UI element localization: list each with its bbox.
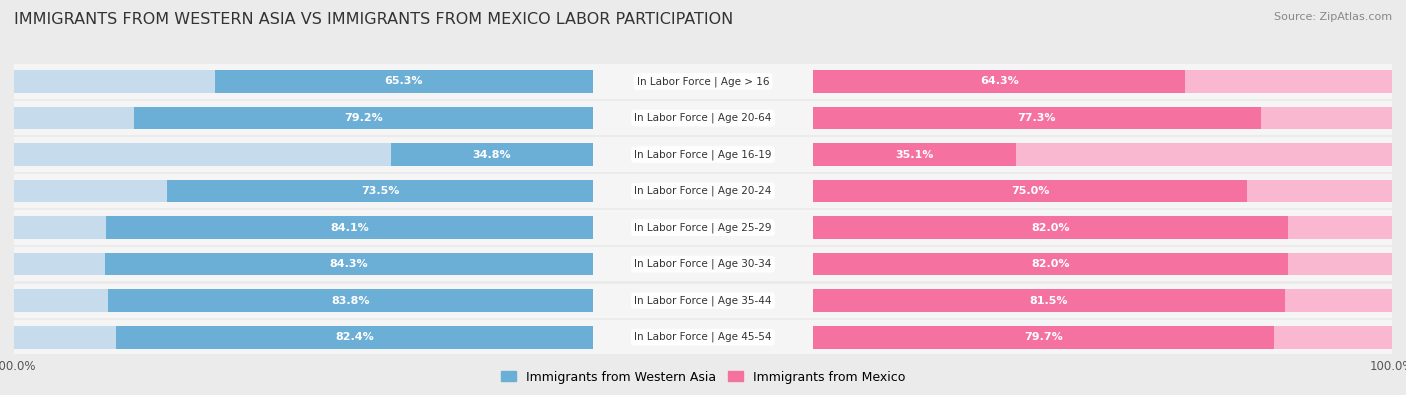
- Legend: Immigrants from Western Asia, Immigrants from Mexico: Immigrants from Western Asia, Immigrants…: [495, 366, 911, 389]
- Bar: [813, 101, 1392, 135]
- Text: 34.8%: 34.8%: [472, 150, 512, 160]
- Bar: [813, 137, 1392, 172]
- Text: In Labor Force | Age 20-64: In Labor Force | Age 20-64: [634, 113, 772, 123]
- Text: 73.5%: 73.5%: [361, 186, 399, 196]
- Bar: [813, 216, 1392, 239]
- Bar: [813, 174, 1392, 208]
- Text: 79.7%: 79.7%: [1025, 332, 1063, 342]
- Bar: [813, 284, 1392, 318]
- Bar: [105, 253, 593, 275]
- Text: 35.1%: 35.1%: [896, 150, 934, 160]
- Text: In Labor Force | Age 30-34: In Labor Force | Age 30-34: [634, 259, 772, 269]
- Bar: [14, 70, 593, 93]
- Bar: [813, 320, 1392, 354]
- Text: 79.2%: 79.2%: [344, 113, 382, 123]
- Bar: [14, 290, 593, 312]
- Bar: [813, 70, 1185, 93]
- Text: 64.3%: 64.3%: [980, 77, 1019, 87]
- Text: IMMIGRANTS FROM WESTERN ASIA VS IMMIGRANTS FROM MEXICO LABOR PARTICIPATION: IMMIGRANTS FROM WESTERN ASIA VS IMMIGRAN…: [14, 12, 734, 27]
- Text: Source: ZipAtlas.com: Source: ZipAtlas.com: [1274, 12, 1392, 22]
- Bar: [14, 64, 593, 99]
- Bar: [14, 174, 593, 208]
- Bar: [593, 320, 813, 354]
- Text: 82.0%: 82.0%: [1031, 223, 1070, 233]
- Bar: [813, 326, 1392, 348]
- Bar: [813, 247, 1392, 281]
- Bar: [593, 137, 813, 172]
- Text: In Labor Force | Age 25-29: In Labor Force | Age 25-29: [634, 222, 772, 233]
- Bar: [813, 216, 1288, 239]
- Bar: [135, 107, 593, 129]
- Bar: [215, 70, 593, 93]
- Text: 75.0%: 75.0%: [1011, 186, 1049, 196]
- Bar: [391, 143, 593, 166]
- Bar: [14, 253, 593, 275]
- Bar: [813, 143, 1392, 166]
- Text: 77.3%: 77.3%: [1018, 113, 1056, 123]
- Bar: [167, 180, 593, 202]
- Bar: [14, 247, 593, 281]
- Bar: [14, 107, 593, 129]
- Text: 81.5%: 81.5%: [1029, 296, 1069, 306]
- Bar: [593, 211, 813, 245]
- Bar: [813, 253, 1392, 275]
- Bar: [593, 174, 813, 208]
- Text: 84.3%: 84.3%: [329, 259, 368, 269]
- Bar: [14, 216, 593, 239]
- Text: In Labor Force | Age > 16: In Labor Force | Age > 16: [637, 76, 769, 87]
- Bar: [813, 326, 1274, 348]
- Text: 65.3%: 65.3%: [385, 77, 423, 87]
- Text: 82.0%: 82.0%: [1031, 259, 1070, 269]
- Text: In Labor Force | Age 45-54: In Labor Force | Age 45-54: [634, 332, 772, 342]
- Bar: [14, 320, 593, 354]
- Text: In Labor Force | Age 20-24: In Labor Force | Age 20-24: [634, 186, 772, 196]
- Bar: [108, 290, 593, 312]
- Text: In Labor Force | Age 16-19: In Labor Force | Age 16-19: [634, 149, 772, 160]
- Bar: [813, 107, 1261, 129]
- Text: 84.1%: 84.1%: [330, 223, 368, 233]
- Bar: [593, 64, 813, 99]
- Bar: [14, 180, 593, 202]
- Bar: [813, 180, 1247, 202]
- Bar: [14, 211, 593, 245]
- Bar: [14, 143, 593, 166]
- Bar: [14, 101, 593, 135]
- Bar: [115, 326, 593, 348]
- Text: 82.4%: 82.4%: [335, 332, 374, 342]
- Bar: [813, 143, 1017, 166]
- Bar: [14, 137, 593, 172]
- Bar: [14, 284, 593, 318]
- Bar: [813, 290, 1285, 312]
- Bar: [105, 216, 593, 239]
- Bar: [813, 107, 1392, 129]
- Bar: [813, 253, 1288, 275]
- Text: In Labor Force | Age 35-44: In Labor Force | Age 35-44: [634, 295, 772, 306]
- Bar: [813, 211, 1392, 245]
- Text: 83.8%: 83.8%: [330, 296, 370, 306]
- Bar: [813, 64, 1392, 99]
- Bar: [14, 326, 593, 348]
- Bar: [593, 247, 813, 281]
- Bar: [813, 180, 1392, 202]
- Bar: [593, 101, 813, 135]
- Bar: [813, 70, 1392, 93]
- Bar: [593, 284, 813, 318]
- Bar: [813, 290, 1392, 312]
